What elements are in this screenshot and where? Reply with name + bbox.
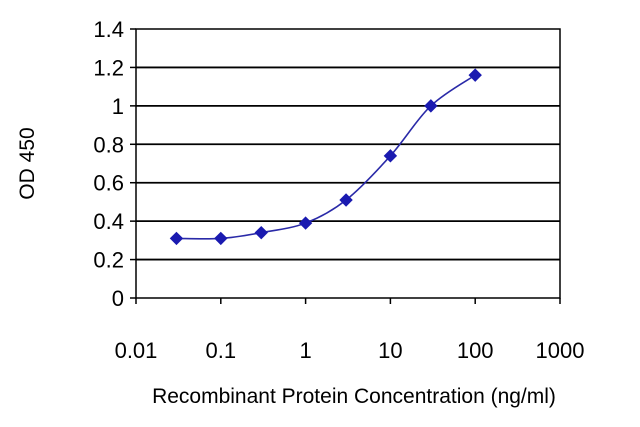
data-point-diamond — [298, 216, 313, 230]
data-point-diamond — [254, 225, 268, 240]
y-tick-label: 1.4 — [93, 17, 124, 42]
x-tick-label: 0.01 — [115, 338, 158, 363]
series-layer — [169, 68, 482, 246]
y-tick-label: 0 — [112, 286, 124, 311]
x-tick-label: 1000 — [536, 338, 585, 363]
grid-lines — [136, 66, 560, 261]
x-tick-label: 0.1 — [206, 338, 237, 363]
y-tick-label: 0.8 — [93, 132, 124, 157]
x-tick-label: 1 — [299, 338, 311, 363]
x-tick-label: 10 — [378, 338, 402, 363]
y-tick-label: 1.2 — [93, 55, 124, 80]
data-point-diamond — [468, 68, 482, 82]
x-axis-title: Recombinant Protein Concentration (ng/ml… — [152, 385, 556, 408]
y-tick-label: 0.4 — [93, 209, 124, 234]
data-point-diamond — [383, 149, 398, 163]
x-axis-ticks: 0.01 0.1 1 10 100 1000 — [115, 298, 585, 363]
y-tick-label: 0.2 — [93, 248, 124, 273]
y-axis-ticks: 0 0.2 0.4 0.6 0.8 1 1.2 1.4 — [93, 17, 136, 311]
data-point-diamond — [169, 231, 184, 246]
y-tick-label: 0.6 — [93, 171, 124, 196]
y-axis-title: OD 450 — [16, 127, 39, 199]
plot-area — [135, 28, 561, 299]
data-point-diamond — [339, 193, 353, 207]
data-point-diamond — [214, 231, 228, 246]
data-point-diamond — [424, 99, 438, 113]
y-tick-label: 1 — [112, 94, 124, 119]
x-tick-label: 100 — [457, 338, 494, 363]
